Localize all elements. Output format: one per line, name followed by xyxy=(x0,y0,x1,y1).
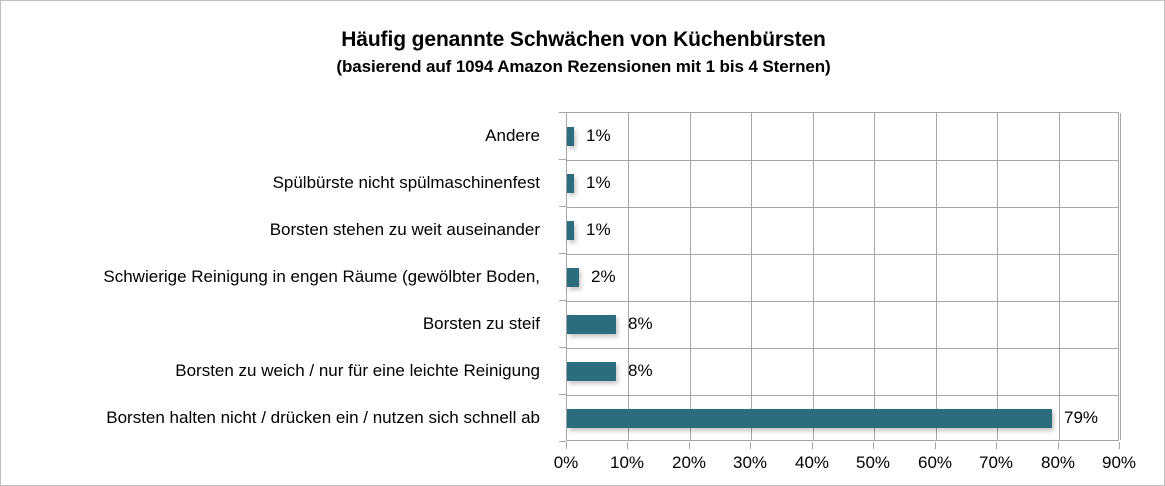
chart-title-block: Häufig genannte Schwächen von Küchenbürs… xyxy=(1,27,1164,78)
x-axis-tick-label: 0% xyxy=(553,453,579,472)
category-label: Borsten stehen zu weit auseinander xyxy=(269,220,540,239)
gridline-vertical xyxy=(997,113,998,440)
bar-value-label: 8% xyxy=(628,314,653,333)
bar-value-label: 1% xyxy=(586,220,611,239)
bar-row: 1% xyxy=(567,207,1118,254)
gridline-horizontal xyxy=(567,160,1118,161)
x-axis-tick xyxy=(566,442,567,449)
x-axis-tick xyxy=(1119,442,1120,449)
gridline-vertical xyxy=(690,113,691,440)
x-axis-tick xyxy=(1058,442,1059,449)
gridline-horizontal xyxy=(567,395,1118,396)
x-axis-tick-label: 30% xyxy=(732,453,768,472)
gridline-vertical xyxy=(751,113,752,440)
x-axis-tick-label: 60% xyxy=(917,453,953,472)
bar[interactable] xyxy=(567,362,616,381)
bar-row: 79% xyxy=(567,395,1118,442)
category-label: Borsten zu weich / nur für eine leichte … xyxy=(175,361,540,380)
gridline-horizontal xyxy=(567,207,1118,208)
bar-value-label: 1% xyxy=(586,126,611,145)
bar-value-label: 8% xyxy=(628,361,653,380)
bar[interactable] xyxy=(567,174,574,193)
bar-row: 2% xyxy=(567,254,1118,301)
x-axis-tick xyxy=(689,442,690,449)
bar-row: 1% xyxy=(567,113,1118,160)
gridline-vertical xyxy=(813,113,814,440)
chart-subtitle: (basierend auf 1094 Amazon Rezensionen m… xyxy=(336,57,831,76)
y-axis-tick xyxy=(559,441,566,442)
x-axis-tick-label: 40% xyxy=(794,453,830,472)
bar[interactable] xyxy=(567,409,1052,428)
x-axis-tick-label: 70% xyxy=(978,453,1014,472)
gridline-vertical xyxy=(874,113,875,440)
bar-row: 8% xyxy=(567,348,1118,395)
x-axis-tick-label: 90% xyxy=(1101,453,1137,472)
x-axis-tick xyxy=(996,442,997,449)
x-axis-tick xyxy=(750,442,751,449)
x-axis-tick-label: 50% xyxy=(855,453,891,472)
bar-row: 1% xyxy=(567,160,1118,207)
y-axis-tick xyxy=(559,159,566,160)
category-label: Borsten halten nicht / drücken ein / nut… xyxy=(106,408,540,427)
y-axis-tick xyxy=(559,347,566,348)
gridline-horizontal xyxy=(567,348,1118,349)
bar-value-label: 79% xyxy=(1064,408,1099,427)
x-axis-tick-label: 10% xyxy=(609,453,645,472)
category-label: Spülbürste nicht spülmaschinenfest xyxy=(272,173,540,192)
bar-value-label: 2% xyxy=(591,267,616,286)
y-axis-tick xyxy=(559,300,566,301)
bar[interactable] xyxy=(567,221,574,240)
gridline-vertical xyxy=(628,113,629,440)
bar-value-label: 1% xyxy=(586,173,611,192)
y-axis-tick xyxy=(559,253,566,254)
category-label: Borsten zu steif xyxy=(422,314,540,333)
y-axis-tick xyxy=(559,206,566,207)
x-axis-tick xyxy=(627,442,628,449)
y-axis-tick xyxy=(559,112,566,113)
gridline-vertical xyxy=(936,113,937,440)
y-axis-tick xyxy=(559,394,566,395)
bar-row: 8% xyxy=(567,301,1118,348)
gridline-horizontal xyxy=(567,301,1118,302)
gridline-vertical xyxy=(1059,113,1060,440)
chart-title: Häufig genannte Schwächen von Küchenbürs… xyxy=(341,28,826,51)
x-axis-tick-label: 20% xyxy=(671,453,707,472)
x-axis-tick-label: 80% xyxy=(1040,453,1076,472)
category-label: Andere xyxy=(485,126,540,145)
category-label: Schwierige Reinigung in engen Räume (gew… xyxy=(103,267,540,286)
x-axis-tick xyxy=(873,442,874,449)
plot-area: 1% 1% 1% 2% 8% 8% 79% xyxy=(566,112,1121,442)
gridline-vertical xyxy=(1120,113,1121,440)
category-axis-labels: Andere Spülbürste nicht spülmaschinenfest… xyxy=(1,112,553,441)
bar[interactable] xyxy=(567,127,574,146)
x-axis-tick xyxy=(935,442,936,449)
gridline-horizontal xyxy=(567,254,1118,255)
bar[interactable] xyxy=(567,315,616,334)
bar[interactable] xyxy=(567,268,579,287)
x-axis-tick xyxy=(812,442,813,449)
